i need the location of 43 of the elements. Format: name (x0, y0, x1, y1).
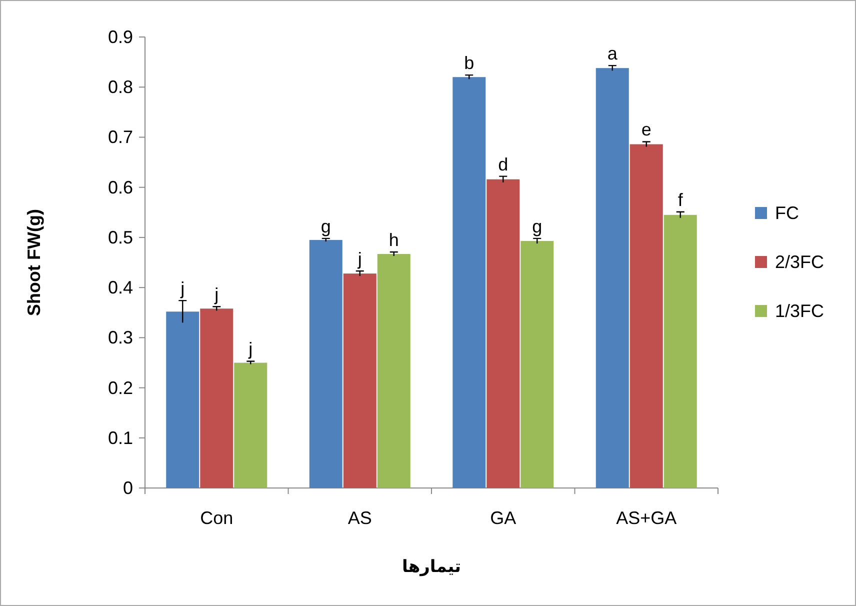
legend-label: FC (775, 203, 799, 223)
annotation: j (356, 249, 362, 270)
y-tick-label: 0 (122, 478, 133, 498)
annotation: a (607, 44, 618, 64)
y-tick-label: 0.7 (108, 127, 133, 148)
y-tick-label: 0.9 (108, 27, 133, 47)
x-tick-label: GA (490, 508, 516, 528)
bar (486, 179, 520, 488)
bar (309, 240, 342, 488)
y-tick-label: 0.5 (108, 227, 133, 248)
y-axis-title: Shoot FW(g) (24, 209, 44, 316)
bar (377, 254, 410, 488)
bar (452, 77, 486, 488)
annotation: j (248, 339, 253, 360)
x-tick-label: AS (348, 508, 372, 528)
annotation: j (180, 278, 185, 299)
bar (234, 362, 268, 488)
legend-label: 2/3FC (775, 252, 824, 272)
bar (343, 274, 376, 488)
y-tick-label: 0.2 (108, 378, 133, 398)
annotation: f (678, 190, 684, 210)
bar (596, 68, 629, 488)
annotation: j (214, 284, 219, 305)
y-tick-label: 0.8 (108, 77, 133, 98)
annotation: e (641, 120, 652, 140)
annotation: b (464, 53, 474, 74)
annotation: h (388, 230, 399, 250)
y-tick-label: 0.3 (108, 328, 133, 348)
x-axis-title: تیمارها (402, 557, 462, 577)
x-tick-label: Con (200, 508, 234, 528)
bar (520, 240, 554, 488)
annotation: g (532, 216, 542, 236)
legend-label: 1/3FC (775, 301, 824, 321)
annotation: d (498, 154, 508, 174)
bar (630, 144, 663, 488)
y-tick-label: 0.4 (108, 278, 133, 298)
y-tick-label: 0.6 (108, 177, 133, 198)
bar (200, 308, 234, 488)
bar (664, 214, 697, 488)
bar (166, 312, 200, 488)
y-tick-label: 0.1 (108, 428, 133, 448)
annotation: g (320, 216, 331, 236)
x-tick-label: AS+GA (616, 508, 677, 528)
